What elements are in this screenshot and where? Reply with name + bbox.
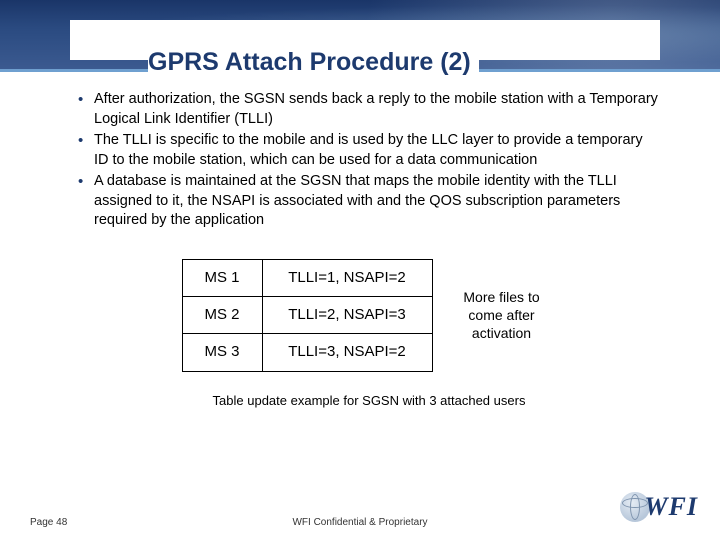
title-background: GPRS Attach Procedure (2) [70,20,660,60]
bullet-item: A database is maintained at the SGSN tha… [78,172,660,231]
content-area: After authorization, the SGSN sends back… [0,72,720,409]
logo-text: WFI [644,492,698,522]
slide-title: GPRS Attach Procedure (2) [148,46,479,77]
cell-ms: MS 3 [182,334,262,371]
sgsn-table: MS 1 TLLI=1, NSAPI=2 MS 2 TLLI=2, NSAPI=… [182,259,433,372]
bullet-text: After authorization, the SGSN sends back… [94,91,658,127]
table-row: MS 1 TLLI=1, NSAPI=2 [182,259,432,296]
table-side-note: More files to come after activation [447,288,557,343]
cell-ms: MS 1 [182,259,262,296]
bullet-text: The TLLI is specific to the mobile and i… [94,132,643,168]
bullet-text: A database is maintained at the SGSN tha… [94,173,620,228]
logo: WFI [620,492,698,522]
table-row: MS 3 TLLI=3, NSAPI=2 [182,334,432,371]
cell-ms: MS 2 [182,297,262,334]
confidential-text: WFI Confidential & Proprietary [292,517,427,528]
table-area: MS 1 TLLI=1, NSAPI=2 MS 2 TLLI=2, NSAPI=… [78,259,660,372]
cell-detail: TLLI=2, NSAPI=3 [262,297,432,334]
page-number: Page 48 [30,517,67,528]
bullet-item: The TLLI is specific to the mobile and i… [78,131,660,170]
header-band: GPRS Attach Procedure (2) [0,0,720,72]
cell-detail: TLLI=1, NSAPI=2 [262,259,432,296]
bullet-item: After authorization, the SGSN sends back… [78,90,660,129]
table-caption: Table update example for SGSN with 3 att… [78,392,660,410]
bullet-list: After authorization, the SGSN sends back… [78,90,660,231]
table-row: MS 2 TLLI=2, NSAPI=3 [182,297,432,334]
cell-detail: TLLI=3, NSAPI=2 [262,334,432,371]
